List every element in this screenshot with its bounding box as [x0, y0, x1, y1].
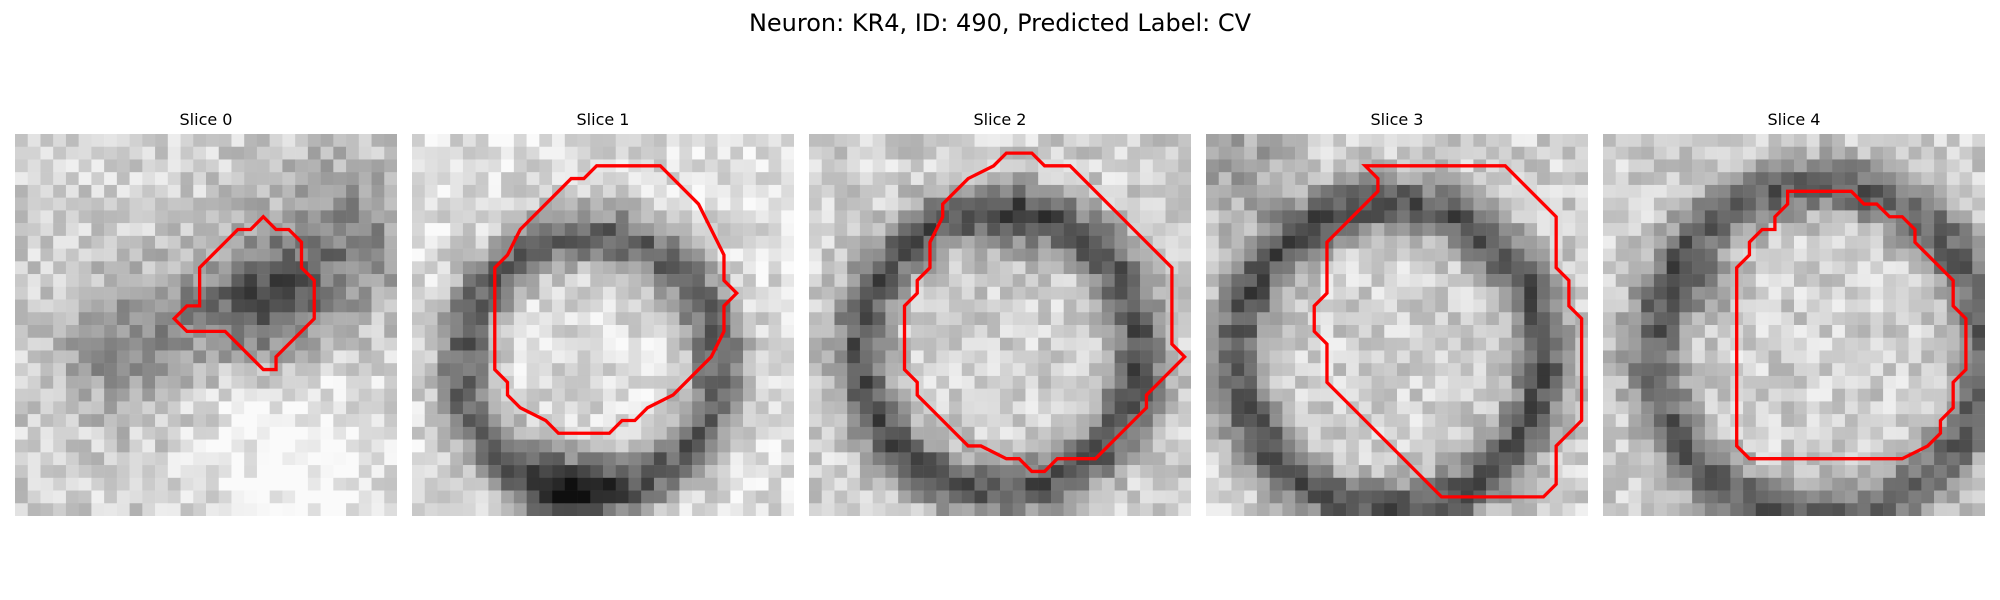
slice-svg — [412, 134, 794, 516]
slice-svg — [1603, 134, 1985, 516]
slice-panel-2: Slice 2 — [809, 110, 1191, 130]
slice-title: Slice 3 — [1206, 110, 1588, 130]
slice-image — [809, 134, 1191, 516]
slice-title: Slice 2 — [809, 110, 1191, 130]
slice-title: Slice 1 — [412, 110, 794, 130]
slice-panel-4: Slice 4 — [1603, 110, 1985, 130]
slice-image — [412, 134, 794, 516]
slice-svg — [1206, 134, 1588, 516]
texture-layer — [809, 134, 1191, 516]
slice-image — [15, 134, 397, 516]
slice-image — [1603, 134, 1985, 516]
slice-svg — [809, 134, 1191, 516]
slice-title: Slice 0 — [15, 110, 397, 130]
slice-panel-1: Slice 1 — [412, 110, 794, 130]
slice-panel-3: Slice 3 — [1206, 110, 1588, 130]
slice-panel-0: Slice 0 — [15, 110, 397, 130]
texture-layer — [412, 134, 794, 516]
slice-image — [1206, 134, 1588, 516]
slice-title: Slice 4 — [1603, 110, 1985, 130]
figure-title: Neuron: KR4, ID: 490, Predicted Label: C… — [0, 8, 2000, 38]
slice-svg — [15, 134, 397, 516]
texture-layer — [15, 134, 397, 516]
